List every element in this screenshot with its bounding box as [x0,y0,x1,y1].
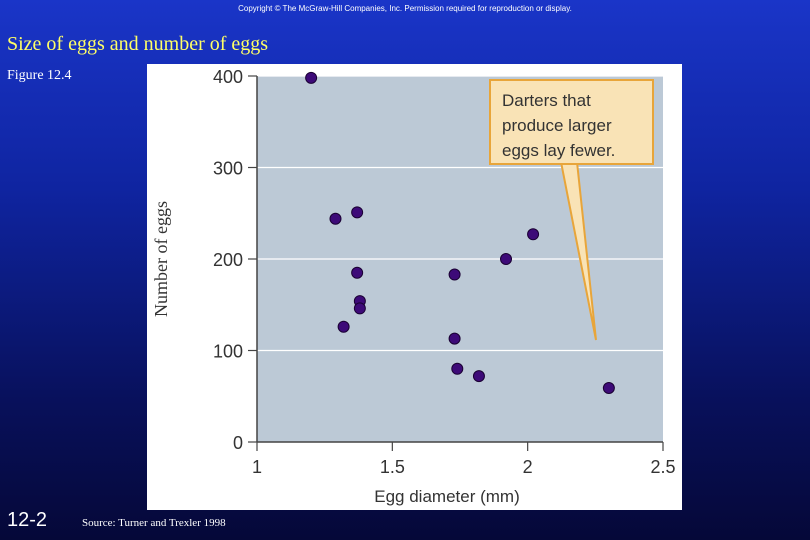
data-point [329,212,342,225]
data-point [337,320,350,333]
callout-line: Darters that [502,91,591,110]
figure-label: Figure 12.4 [7,68,72,83]
y-tick-label: 200 [213,250,243,270]
data-point [527,228,540,241]
data-point [448,268,461,281]
x-tick-label: 2 [523,457,533,477]
gridlines [257,75,663,352]
data-point [500,253,513,265]
y-ticks: 0 100 200 300 400 [213,67,257,453]
callout-line: produce larger [502,116,612,135]
source-citation: Source: Turner and Trexler 1998 [82,517,226,529]
data-point [472,370,485,383]
data-point [351,206,364,219]
slide-number: 12-2 [7,509,48,531]
y-tick-label: 400 [213,67,243,87]
data-point [351,266,364,279]
x-tick-label: 1.5 [380,457,405,477]
x-ticks: 1 1.5 2 2.5 [252,442,676,477]
data-point [353,302,366,315]
callout-text: Darters that produce larger eggs lay fewer… [502,91,615,160]
data-point [602,382,615,395]
copyright-notice: Copyright © The McGraw-Hill Companies, I… [238,4,572,13]
x-axis-label: Egg diameter (mm) [374,487,519,506]
data-point [305,71,318,84]
callout-line: eggs lay fewer. [502,141,615,160]
data-points [305,71,615,395]
scatter-chart: 0 100 200 300 400 1 1.5 2 2.5 Number of eggs Eg… [151,67,676,506]
x-tick-label: 2.5 [650,457,675,477]
callout-box [489,79,654,165]
callout: Darters that produce larger eggs lay fewer… [489,79,654,341]
y-tick-label: 0 [233,433,243,453]
y-tick-label: 100 [213,342,243,362]
figure-panel: 0 100 200 300 400 1 1.5 2 2.5 Number of eggs Eg… [147,64,682,510]
y-axis-label: Number of eggs [151,201,171,317]
x-tick-label: 1 [252,457,262,477]
data-point [451,362,464,375]
data-point [448,332,461,345]
y-tick-label: 300 [213,159,243,179]
slide-title: Size of eggs and number of eggs [7,33,269,55]
